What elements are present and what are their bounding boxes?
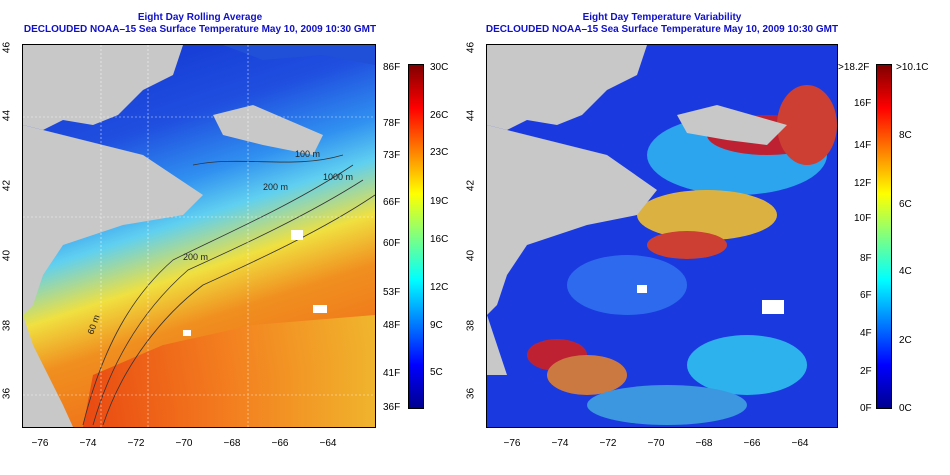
cb-f-label: 0F	[860, 403, 872, 414]
cb-f-label: 73F	[383, 150, 401, 161]
lat-tick: 46	[465, 41, 477, 54]
cb-f-label: 86F	[383, 62, 401, 73]
lon-tick: −72	[127, 438, 145, 449]
cb-c-label: 26C	[430, 110, 449, 121]
lat-tick: 40	[465, 249, 477, 262]
cb-f-label: 12F	[854, 178, 872, 189]
cb-f-label: 36F	[383, 402, 401, 413]
cb-c-label: 6C	[899, 199, 912, 210]
lat-tick: 42	[465, 179, 477, 192]
lon-tick: −66	[743, 438, 761, 449]
lat-tick: 46	[1, 41, 13, 54]
cb-f-label: 6F	[860, 290, 872, 301]
lon-tick: −76	[503, 438, 521, 449]
cb-c-label: 5C	[430, 367, 443, 378]
cb-f-label: 14F	[854, 140, 872, 151]
lon-tick: −66	[271, 438, 289, 449]
cb-f-label: 48F	[383, 320, 401, 331]
cb-c-label: 8C	[899, 130, 912, 141]
lon-tick: −64	[791, 438, 809, 449]
lon-tick: −64	[319, 438, 337, 449]
cb-f-label: 53F	[383, 287, 401, 298]
lon-tick: −72	[599, 438, 617, 449]
left-sst-map: 100 m 200 m 1000 m 200 m 60 m	[22, 44, 376, 428]
lon-tick: −68	[695, 438, 713, 449]
lon-tick: −70	[647, 438, 665, 449]
contour-label: 1000 m	[323, 172, 353, 182]
right-title-1: Eight Day Temperature Variability	[582, 12, 742, 23]
lat-tick: 40	[1, 249, 13, 262]
lat-tick: 38	[1, 319, 13, 332]
lon-tick: −74	[79, 438, 97, 449]
lat-tick: 36	[1, 387, 13, 400]
cb-f-label: 8F	[860, 253, 872, 264]
cb-c-label: 19C	[430, 196, 449, 207]
cb-f-label: >18.2F	[838, 62, 870, 73]
contour-label: 100 m	[295, 149, 320, 159]
cb-f-label: 16F	[854, 98, 872, 109]
cb-f-label: 41F	[383, 368, 401, 379]
lat-tick: 44	[1, 109, 13, 122]
contour-label: 200 m	[183, 252, 208, 262]
cb-c-label: 12C	[430, 282, 449, 293]
cb-c-label: 4C	[899, 266, 912, 277]
left-colorbar	[408, 64, 424, 409]
cb-f-label: 66F	[383, 197, 401, 208]
cb-c-label: 2C	[899, 335, 912, 346]
lat-tick: 38	[465, 319, 477, 332]
right-variability-map	[486, 44, 838, 428]
lon-tick: −68	[223, 438, 241, 449]
cb-c-label: 0C	[899, 403, 912, 414]
cb-f-label: 60F	[383, 238, 401, 249]
lon-tick: −74	[551, 438, 569, 449]
cb-f-label: 78F	[383, 118, 401, 129]
left-title-2: DECLOUDED NOAA–15 Sea Surface Temperatur…	[23, 24, 377, 35]
lon-tick: −70	[175, 438, 193, 449]
left-title-1: Eight Day Rolling Average	[137, 12, 263, 23]
lat-tick: 42	[1, 179, 13, 192]
contour-label: 200 m	[263, 182, 288, 192]
cb-c-label: >10.1C	[896, 62, 929, 73]
cb-f-label: 2F	[860, 366, 872, 377]
cb-c-label: 16C	[430, 234, 449, 245]
lat-tick: 36	[465, 387, 477, 400]
lon-tick: −76	[31, 438, 49, 449]
cb-f-label: 4F	[860, 328, 872, 339]
lat-tick: 44	[465, 109, 477, 122]
right-title-2: DECLOUDED NOAA–15 Sea Surface Temperatur…	[485, 24, 839, 35]
cb-f-label: 10F	[854, 213, 872, 224]
cb-c-label: 9C	[430, 320, 443, 331]
right-colorbar	[876, 64, 892, 409]
cb-c-label: 30C	[430, 62, 449, 73]
cb-c-label: 23C	[430, 147, 449, 158]
